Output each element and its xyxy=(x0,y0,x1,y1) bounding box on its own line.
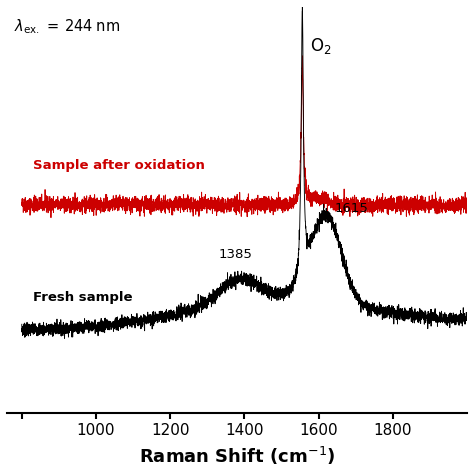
Text: Fresh sample: Fresh sample xyxy=(33,291,132,304)
X-axis label: Raman Shift (cm$^{-1}$): Raman Shift (cm$^{-1}$) xyxy=(139,445,335,467)
Text: 1615: 1615 xyxy=(335,202,368,215)
Text: Sample after oxidation: Sample after oxidation xyxy=(33,159,205,172)
Text: 1385: 1385 xyxy=(218,248,252,261)
Text: $\lambda_{\rm ex.}$$\rm\,=\,244\;nm$: $\lambda_{\rm ex.}$$\rm\,=\,244\;nm$ xyxy=(14,17,120,36)
Text: O$_2$: O$_2$ xyxy=(310,36,331,56)
